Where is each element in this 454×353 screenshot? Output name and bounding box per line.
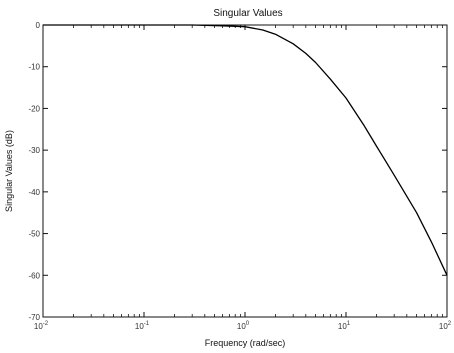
x-axis: 10-2 10-1 100 101 102: [34, 25, 452, 331]
x-tick-label: 100: [237, 321, 250, 331]
y-tick-label: -70: [28, 313, 40, 322]
series-line: [43, 24, 448, 276]
y-tick-label: -20: [28, 104, 40, 113]
y-tick-label: -50: [28, 230, 40, 239]
x-tick-label: 101: [338, 321, 351, 331]
y-axis: 0 -10 -20 -30 -40 -50 -60 -70: [28, 21, 447, 322]
x-tick-label: 102: [439, 321, 452, 331]
x-tick-label: 10-2: [34, 321, 49, 331]
y-tick-label: -40: [28, 188, 40, 197]
y-tick-label: -60: [28, 271, 40, 280]
y-tick-label: -10: [28, 63, 40, 72]
y-tick-label: 0: [36, 21, 41, 30]
y-axis-label: Singular Values (dB): [4, 130, 14, 212]
chart-title: Singular Values: [213, 8, 282, 19]
y-tick-label: -30: [28, 146, 40, 155]
series-layer: [43, 24, 448, 276]
x-tick-label: 10-1: [135, 321, 150, 331]
x-axis-label: Frequency (rad/sec): [205, 338, 286, 348]
